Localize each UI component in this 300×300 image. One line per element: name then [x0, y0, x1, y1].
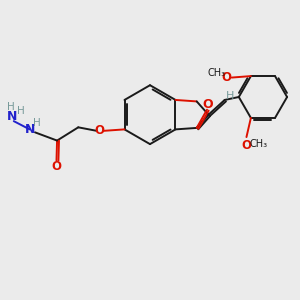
Text: O: O [202, 98, 213, 111]
Text: H: H [226, 92, 234, 101]
Text: N: N [25, 123, 35, 136]
Text: O: O [222, 71, 232, 84]
Text: N: N [7, 110, 17, 123]
Text: CH₃: CH₃ [208, 68, 226, 78]
Text: H: H [17, 106, 24, 116]
Text: CH₃: CH₃ [250, 139, 268, 148]
Text: H: H [34, 118, 41, 128]
Text: O: O [52, 160, 61, 173]
Text: O: O [242, 139, 251, 152]
Text: O: O [94, 124, 104, 137]
Text: H: H [7, 102, 15, 112]
